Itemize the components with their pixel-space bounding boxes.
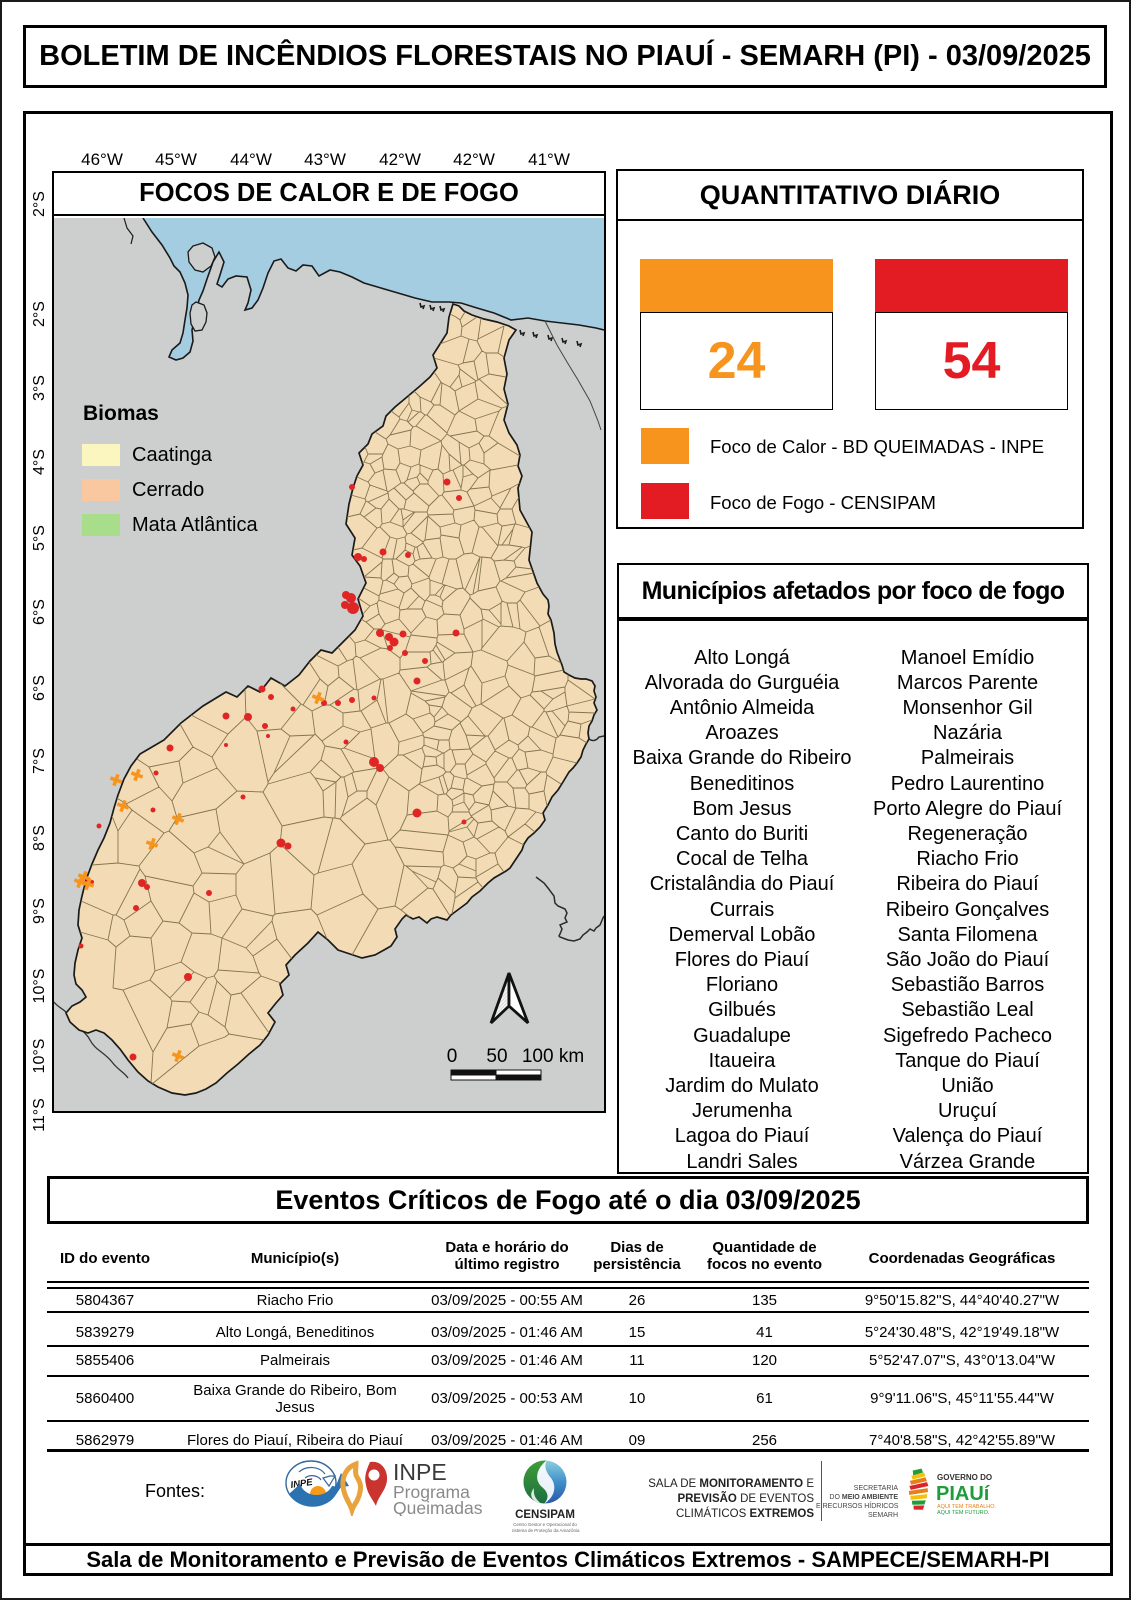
svg-text:50: 50 (486, 1046, 507, 1067)
svg-text:GOVERNO DO: GOVERNO DO (937, 1473, 992, 1482)
svg-text:INPE: INPE (393, 1459, 447, 1485)
svg-text:Programa: Programa (393, 1482, 470, 1502)
svg-text:0: 0 (447, 1046, 458, 1067)
svg-text:CENSIPAM: CENSIPAM (515, 1509, 575, 1521)
svg-text:Centro Gestor e Operacional do: Centro Gestor e Operacional do (513, 1522, 577, 1527)
svg-text:INPE: INPE (290, 1477, 314, 1491)
svg-text:PIAUí: PIAUí (936, 1483, 991, 1505)
svg-text:AQUI TEM TRABALHO.: AQUI TEM TRABALHO. (937, 1504, 997, 1510)
svg-text:AQUI TEM FUTURO.: AQUI TEM FUTURO. (937, 1510, 990, 1516)
svg-text:Queimadas: Queimadas (393, 1498, 483, 1516)
svg-text:100 km: 100 km (522, 1046, 584, 1067)
svg-text:Sistema de Proteção da Amazôni: Sistema de Proteção da Amazônia (512, 1528, 580, 1533)
